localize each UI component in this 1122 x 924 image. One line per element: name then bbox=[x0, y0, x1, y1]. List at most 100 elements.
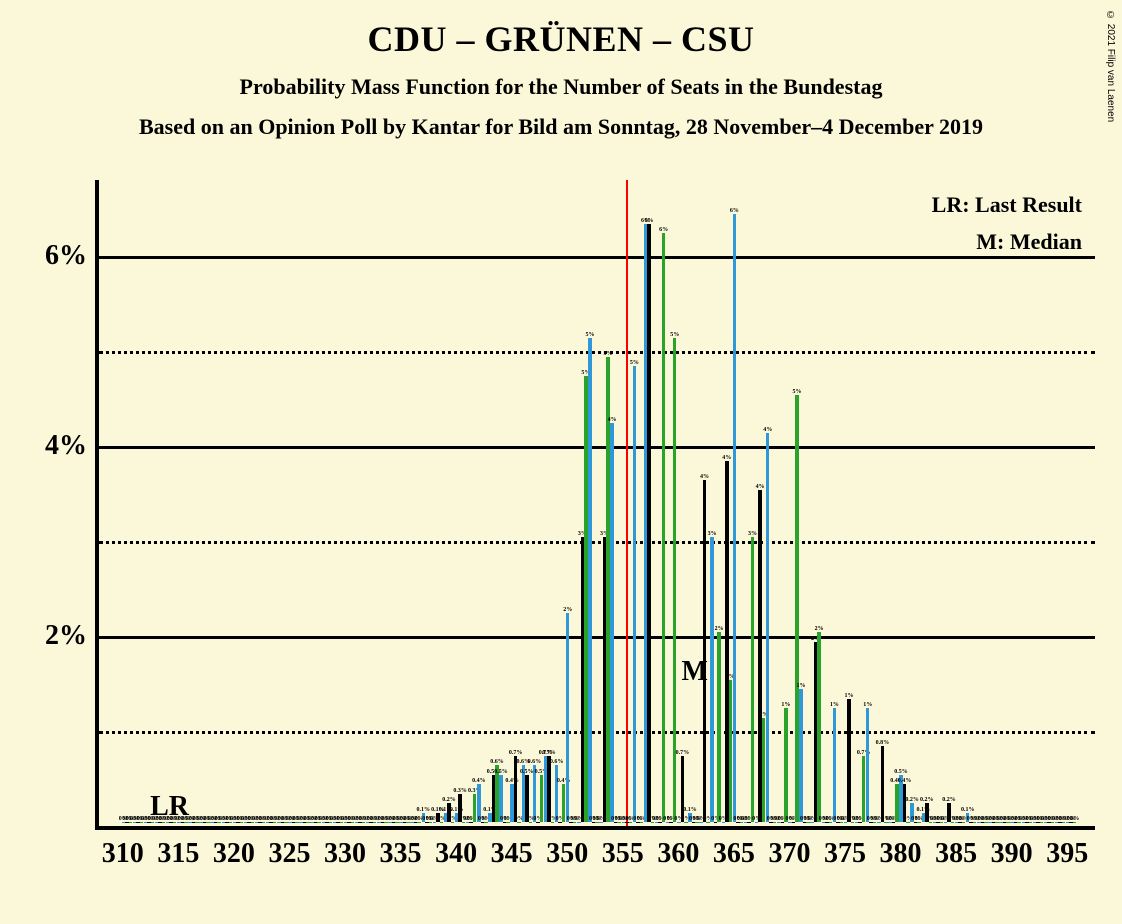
x-tick-label: 395 bbox=[1046, 838, 1088, 870]
bar-value-label: 0.7% bbox=[676, 750, 690, 756]
bar-black: 0.7% bbox=[514, 756, 518, 823]
x-axis-ticks: 3103153203253303353403453503553603653703… bbox=[95, 838, 1095, 878]
bar-group: 0%0%0.7% bbox=[854, 756, 866, 823]
bar-group: 0%0%0% bbox=[310, 822, 322, 823]
bar-value-label: 0.2% bbox=[942, 797, 956, 803]
chart-title: CDU – GRÜNEN – CSU bbox=[0, 0, 1122, 60]
bar-value-label: 0.1% bbox=[683, 807, 697, 813]
bar-black: 6% bbox=[647, 224, 651, 823]
bar-blue: 1% bbox=[799, 689, 803, 822]
bar-black: 0.8% bbox=[881, 746, 885, 822]
bar-group: 0%0%0.4% bbox=[888, 784, 900, 822]
bar-group: 0.6%0%0.5% bbox=[532, 765, 544, 822]
bar-black: 1% bbox=[847, 699, 851, 823]
bar-group: 0.6%0.5%0% bbox=[521, 765, 533, 822]
bar-group: 2%0%0% bbox=[565, 613, 577, 822]
y-tick-label: 2% bbox=[45, 620, 87, 652]
bar-group: 0%0%0% bbox=[621, 822, 633, 823]
chart-source: Based on an Opinion Poll by Kantar for B… bbox=[0, 100, 1122, 140]
x-tick-label: 380 bbox=[880, 838, 922, 870]
bar-group: 0%0%0% bbox=[199, 822, 211, 823]
bar-group: 5%0%0% bbox=[632, 366, 644, 822]
bar-group: 0.4%0.7%0% bbox=[510, 756, 522, 823]
bar-value-label: 5% bbox=[792, 389, 801, 395]
bar-value-label: 0.4% bbox=[898, 778, 912, 784]
bar-group: 0%0%0% bbox=[332, 822, 344, 823]
x-tick-label: 365 bbox=[713, 838, 755, 870]
bar-group: 0%0%0% bbox=[121, 822, 133, 823]
bar-value-label: 0.4% bbox=[472, 778, 486, 784]
bar-group: 1%0%0% bbox=[799, 689, 811, 822]
bar-group: 0%0%1% bbox=[777, 708, 789, 822]
bar-blue: 6% bbox=[733, 214, 737, 822]
bar-group: 4%0%0% bbox=[610, 423, 622, 822]
x-tick-label: 320 bbox=[213, 838, 255, 870]
bar-value-label: 6% bbox=[730, 208, 739, 214]
bar-value-label: 4% bbox=[763, 427, 772, 433]
bar-value-label: 1% bbox=[830, 702, 839, 708]
bar-value-label: 1% bbox=[863, 702, 872, 708]
x-tick-label: 345 bbox=[491, 838, 533, 870]
copyright-text: © 2021 Filip van Laenen bbox=[1105, 10, 1116, 122]
bar-group: 6%6%0% bbox=[643, 224, 655, 823]
bar-group: 0%0%0% bbox=[243, 822, 255, 823]
bar-group: 5%0%0% bbox=[588, 338, 600, 823]
bar-group: 0%4%2% bbox=[721, 461, 733, 822]
x-tick-label: 370 bbox=[768, 838, 810, 870]
bar-group: 0%0%0% bbox=[1021, 822, 1033, 823]
x-tick-label: 390 bbox=[991, 838, 1033, 870]
bar-group: 0%3%5% bbox=[599, 357, 611, 823]
bar-value-label: 5% bbox=[604, 351, 613, 357]
x-tick-label: 335 bbox=[380, 838, 422, 870]
bar-group: 0%0%0% bbox=[132, 822, 144, 823]
x-tick-label: 360 bbox=[657, 838, 699, 870]
x-tick-label: 350 bbox=[546, 838, 588, 870]
bar-black: 4% bbox=[703, 480, 707, 822]
bar-group: 0%0%3% bbox=[743, 537, 755, 822]
x-tick-label: 310 bbox=[102, 838, 144, 870]
bar-group: 0%0%0% bbox=[288, 822, 300, 823]
bar-group: 0%0%6% bbox=[654, 233, 666, 822]
bar-blue: 4% bbox=[610, 423, 614, 822]
last-result-marker: LR bbox=[150, 791, 189, 823]
bar-value-label: 1% bbox=[845, 693, 854, 699]
bar-group: 0%0%0% bbox=[188, 822, 200, 823]
bar-value-label: 0.6% bbox=[490, 759, 504, 765]
bar-group: 0%0%0% bbox=[321, 822, 333, 823]
bar-group: 0%0%5% bbox=[788, 395, 800, 823]
bar-value-label: 0.8% bbox=[876, 740, 890, 746]
bar-blue: 5% bbox=[588, 338, 592, 823]
bar-group: 0%1%0% bbox=[843, 699, 855, 823]
x-tick-label: 375 bbox=[824, 838, 866, 870]
bar-blue: 2% bbox=[566, 613, 570, 822]
bar-group: 0%0.8%0% bbox=[877, 746, 889, 822]
bar-value-label: 0.2% bbox=[920, 797, 934, 803]
bar-value-label: 0.6% bbox=[550, 759, 564, 765]
bar-group: 0%0%0% bbox=[999, 822, 1011, 823]
bar-value-label: 5% bbox=[670, 332, 679, 338]
bar-group: 0%0%0% bbox=[977, 822, 989, 823]
bar-group: 0%0%0% bbox=[365, 822, 377, 823]
bar-value-label: 5% bbox=[585, 332, 594, 338]
bar-blue: 4% bbox=[766, 433, 770, 823]
x-tick-label: 355 bbox=[602, 838, 644, 870]
bar-group: 0%0%0% bbox=[1032, 822, 1044, 823]
bar-group: 0%0%0% bbox=[221, 822, 233, 823]
bar-group: 0.7%0.7%0% bbox=[543, 756, 555, 823]
bar-group: 0%0%0% bbox=[388, 822, 400, 823]
bar-group: 0%0%0% bbox=[1065, 822, 1077, 823]
bar-value-label: 6% bbox=[659, 227, 668, 233]
bar-group: 0%3%5% bbox=[577, 376, 589, 823]
bar-group: 0%0%0% bbox=[1054, 822, 1066, 823]
bar-group: 0%0%0% bbox=[277, 822, 289, 823]
bar-group: 1%0%0% bbox=[832, 708, 844, 822]
y-tick-label: 6% bbox=[45, 240, 87, 272]
bar-value-label: 4% bbox=[756, 484, 765, 490]
bar-value-label: 4% bbox=[722, 455, 731, 461]
bar-group: 0%0%0% bbox=[1043, 822, 1055, 823]
bar-value-label: 0.7% bbox=[542, 750, 556, 756]
bar-group: 0%0%0% bbox=[377, 822, 389, 823]
bar-group: 4%0%0% bbox=[765, 433, 777, 823]
bar-value-label: 0.1% bbox=[961, 807, 975, 813]
bar-value-label: 0.6% bbox=[528, 759, 542, 765]
